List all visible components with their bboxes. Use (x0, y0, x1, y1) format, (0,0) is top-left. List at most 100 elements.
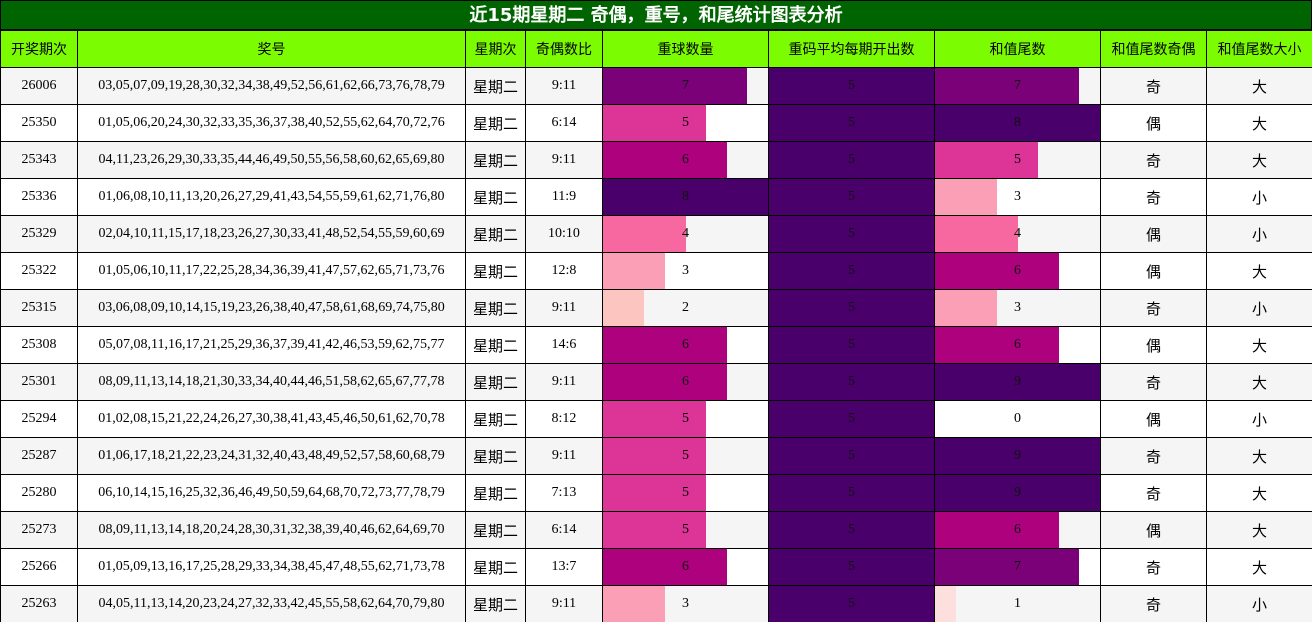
repeat-count-cell-fill (603, 68, 748, 104)
avg-repeat-cell-fill (769, 68, 934, 104)
table-row: 25301 08,09,11,13,14,18,21,30,33,34,40,44… (0, 363, 1312, 401)
repeat-count-cell: 7 (602, 67, 769, 105)
avg-repeat-cell-fill (769, 253, 934, 289)
avg-repeat-cell-value: 5 (848, 152, 855, 167)
header-row: 开奖期次 奖号 星期次 奇偶数比 重球数量 重码平均每期开出数 和值尾数 和值尾… (0, 30, 1312, 68)
table-row: 25273 08,09,11,13,14,18,20,24,28,30,31,32… (0, 511, 1312, 549)
repeat-count-cell: 5 (602, 437, 769, 475)
odd-even-cell: 14:6 (525, 326, 603, 364)
tail-parity-cell: 奇 (1100, 67, 1207, 105)
numbers-cell: 01,06,17,18,21,22,23,24,31,32,40,43,48,4… (77, 437, 466, 475)
repeat-count-cell-fill (603, 475, 707, 511)
odd-even-cell: 12:8 (525, 252, 603, 290)
weekday-cell: 星期二 (465, 67, 526, 105)
stats-table: 开奖期次 奖号 星期次 奇偶数比 重球数量 重码平均每期开出数 和值尾数 和值尾… (0, 30, 1312, 622)
repeat-count-cell-value: 2 (682, 300, 689, 315)
header-sum-tail: 和值尾数 (934, 30, 1101, 68)
table-row: 25350 01,05,06,20,24,30,32,33,35,36,37,38… (0, 104, 1312, 142)
avg-repeat-cell: 5 (768, 67, 935, 105)
repeat-count-cell-fill (603, 327, 727, 363)
sum-tail-cell-value: 6 (1014, 522, 1021, 537)
repeat-count-cell-value: 6 (682, 559, 689, 574)
avg-repeat-cell-fill (769, 512, 934, 548)
tail-parity-cell: 奇 (1100, 289, 1207, 327)
period-cell: 25350 (0, 104, 78, 142)
period-cell: 25273 (0, 511, 78, 549)
avg-repeat-cell: 5 (768, 585, 935, 622)
sum-tail-cell-value: 3 (1014, 300, 1021, 315)
repeat-count-cell: 6 (602, 548, 769, 586)
tail-parity-cell: 奇 (1100, 363, 1207, 401)
sum-tail-cell-value: 4 (1014, 226, 1021, 241)
sum-tail-cell: 9 (934, 437, 1101, 475)
weekday-cell: 星期二 (465, 548, 526, 586)
tail-size-cell: 大 (1206, 141, 1312, 179)
repeat-count-cell: 6 (602, 363, 769, 401)
numbers-cell: 01,02,08,15,21,22,24,26,27,30,38,41,43,4… (77, 400, 466, 438)
header-numbers: 奖号 (77, 30, 466, 68)
sum-tail-cell-fill (935, 549, 1080, 585)
sum-tail-cell-fill (935, 105, 1100, 141)
repeat-count-cell-fill (603, 364, 727, 400)
table-row: 25322 01,05,06,10,11,17,22,25,28,34,36,39… (0, 252, 1312, 290)
repeat-count-cell: 2 (602, 289, 769, 327)
sum-tail-cell-value: 9 (1014, 485, 1021, 500)
sum-tail-cell-fill (935, 216, 1018, 252)
repeat-count-cell: 5 (602, 474, 769, 512)
sum-tail-cell-value: 6 (1014, 263, 1021, 278)
repeat-count-cell-fill (603, 179, 768, 215)
odd-even-cell: 9:11 (525, 141, 603, 179)
avg-repeat-cell-value: 5 (848, 522, 855, 537)
sum-tail-cell-fill (935, 364, 1100, 400)
repeat-count-cell: 4 (602, 215, 769, 253)
weekday-cell: 星期二 (465, 437, 526, 475)
repeat-count-cell-fill (603, 105, 707, 141)
period-cell: 26006 (0, 67, 78, 105)
odd-even-cell: 7:13 (525, 474, 603, 512)
odd-even-cell: 9:11 (525, 585, 603, 622)
weekday-cell: 星期二 (465, 141, 526, 179)
tail-parity-cell: 奇 (1100, 178, 1207, 216)
weekday-cell: 星期二 (465, 400, 526, 438)
sum-tail-cell-value: 8 (1014, 115, 1021, 130)
tail-size-cell: 小 (1206, 289, 1312, 327)
tail-size-cell: 大 (1206, 511, 1312, 549)
repeat-count-cell: 6 (602, 326, 769, 364)
odd-even-cell: 9:11 (525, 289, 603, 327)
sum-tail-cell: 0 (934, 400, 1101, 438)
numbers-cell: 05,07,08,11,16,17,21,25,29,36,37,39,41,4… (77, 326, 466, 364)
avg-repeat-cell-fill (769, 364, 934, 400)
numbers-cell: 08,09,11,13,14,18,21,30,33,34,40,44,46,5… (77, 363, 466, 401)
tail-size-cell: 大 (1206, 326, 1312, 364)
tail-size-cell: 小 (1206, 400, 1312, 438)
period-cell: 25336 (0, 178, 78, 216)
tail-size-cell: 大 (1206, 437, 1312, 475)
tail-parity-cell: 偶 (1100, 215, 1207, 253)
repeat-count-cell-value: 5 (682, 448, 689, 463)
tail-size-cell: 小 (1206, 215, 1312, 253)
sum-tail-cell: 6 (934, 252, 1101, 290)
repeat-count-cell-fill (603, 438, 707, 474)
repeat-count-cell-value: 8 (682, 189, 689, 204)
avg-repeat-cell-value: 5 (848, 78, 855, 93)
period-cell: 25287 (0, 437, 78, 475)
repeat-count-cell: 5 (602, 104, 769, 142)
avg-repeat-cell: 5 (768, 289, 935, 327)
sum-tail-cell-value: 7 (1014, 78, 1021, 93)
repeat-count-cell-fill (603, 253, 665, 289)
avg-repeat-cell-fill (769, 105, 934, 141)
avg-repeat-cell-value: 5 (848, 448, 855, 463)
sum-tail-cell: 3 (934, 178, 1101, 216)
repeat-count-cell-value: 6 (682, 337, 689, 352)
avg-repeat-cell-fill (769, 179, 934, 215)
sum-tail-cell-fill (935, 327, 1059, 363)
odd-even-cell: 10:10 (525, 215, 603, 253)
tail-parity-cell: 奇 (1100, 437, 1207, 475)
tail-parity-cell: 偶 (1100, 252, 1207, 290)
numbers-cell: 03,06,08,09,10,14,15,19,23,26,38,40,47,5… (77, 289, 466, 327)
avg-repeat-cell: 5 (768, 437, 935, 475)
sum-tail-cell: 9 (934, 363, 1101, 401)
sum-tail-cell-value: 0 (1014, 411, 1021, 426)
avg-repeat-cell-value: 5 (848, 485, 855, 500)
